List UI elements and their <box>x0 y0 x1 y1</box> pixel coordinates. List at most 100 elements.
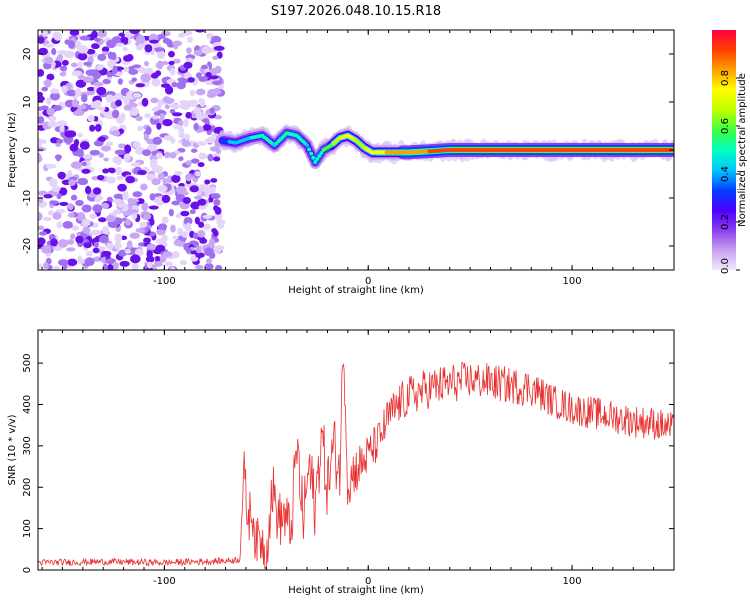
noise-blob <box>77 52 88 61</box>
noise-blob <box>38 263 43 269</box>
noise-blob <box>198 204 207 210</box>
noise-blob <box>48 210 55 216</box>
noise-blob <box>202 124 212 131</box>
noise-blob <box>75 40 82 50</box>
noise-blob <box>84 257 95 267</box>
noise-blob <box>150 72 159 79</box>
noise-blob <box>172 124 183 130</box>
noise-blob <box>193 49 203 56</box>
noise-blob <box>195 30 205 33</box>
noise-blob <box>96 86 107 96</box>
noise-blob <box>218 84 225 90</box>
snr-ytick-label: 500 <box>22 354 33 373</box>
noise-blob <box>209 67 218 76</box>
noise-blob <box>131 77 138 82</box>
noise-blob <box>69 30 80 36</box>
noise-blob <box>116 175 124 181</box>
noise-blob <box>169 266 176 270</box>
snr-x-axis-label: Height of straight line (km) <box>288 585 424 596</box>
noise-blob <box>81 218 91 227</box>
noise-blob <box>131 263 139 270</box>
noise-blob <box>143 237 151 244</box>
noise-blob <box>135 35 146 45</box>
noise-blob <box>213 245 222 254</box>
noise-blob <box>107 51 114 60</box>
spectrogram-x-axis: -100 0 100 <box>41 30 675 287</box>
noise-blob <box>210 186 216 194</box>
noise-blob <box>213 199 221 206</box>
noise-blob <box>146 261 153 269</box>
noise-blob <box>198 98 205 104</box>
noise-blob <box>48 115 57 122</box>
noise-blob <box>159 113 165 119</box>
noise-blob <box>108 168 116 174</box>
noise-blob <box>100 145 111 152</box>
noise-blob <box>168 50 175 58</box>
noise-blob <box>208 251 216 259</box>
noise-blob <box>38 212 43 221</box>
noise-blob <box>211 80 222 86</box>
noise-blob <box>181 230 189 238</box>
snr-ytick-label: 100 <box>22 519 33 538</box>
noise-blob <box>69 143 79 152</box>
noise-blob <box>124 144 132 154</box>
noise-blob <box>123 66 129 73</box>
noise-blob <box>156 228 166 236</box>
noise-blob <box>198 198 207 206</box>
noise-blob <box>136 45 143 51</box>
noise-blob <box>117 183 127 192</box>
noise-blob <box>186 47 192 55</box>
noise-blob <box>38 225 45 231</box>
noise-blob <box>162 178 168 185</box>
noise-blob <box>113 209 121 215</box>
noise-blob <box>94 197 101 203</box>
noise-blob <box>77 132 83 138</box>
noise-blob <box>171 112 183 117</box>
noise-blob <box>145 126 152 135</box>
noise-blob <box>126 240 133 250</box>
noise-blob <box>106 39 117 49</box>
noise-blob <box>179 100 190 105</box>
noise-blob <box>113 217 123 225</box>
noise-blob <box>59 201 69 207</box>
noise-blob <box>150 50 156 56</box>
noise-blob <box>38 47 49 56</box>
noise-blob <box>153 47 165 52</box>
noise-blob <box>66 89 77 97</box>
noise-blob <box>57 171 66 180</box>
noise-blob <box>50 88 60 94</box>
snr-series-line <box>38 361 674 570</box>
noise-blob <box>98 217 107 223</box>
noise-blob <box>194 195 203 200</box>
colorbar-tick-label: 0.4 <box>720 166 731 182</box>
noise-blob <box>97 136 107 142</box>
noise-blob <box>49 200 59 205</box>
noise-blob <box>89 212 97 220</box>
noise-blob <box>205 72 212 78</box>
noise-blob <box>209 146 220 152</box>
noise-blob <box>71 98 79 108</box>
noise-blob <box>142 149 152 157</box>
noise-blob <box>173 239 183 246</box>
noise-blob <box>95 124 102 132</box>
noise-blob <box>69 233 76 240</box>
noise-blob <box>156 200 164 206</box>
noise-blob <box>61 85 68 93</box>
noise-blob <box>157 185 168 193</box>
noise-blob <box>146 243 157 250</box>
noise-blob <box>164 261 173 267</box>
spectrogram-ytick-label: -10 <box>22 190 33 206</box>
noise-blob <box>98 235 109 244</box>
noise-blob <box>67 169 73 177</box>
noise-blob <box>202 214 213 219</box>
noise-blob <box>161 234 168 243</box>
noise-blob <box>97 53 107 61</box>
noise-blob <box>120 112 126 122</box>
noise-blob <box>135 227 146 233</box>
noise-blob <box>185 160 193 166</box>
noise-blob <box>190 201 201 210</box>
noise-blob <box>210 178 218 183</box>
noise-blob <box>134 248 144 257</box>
noise-blob <box>171 81 178 88</box>
